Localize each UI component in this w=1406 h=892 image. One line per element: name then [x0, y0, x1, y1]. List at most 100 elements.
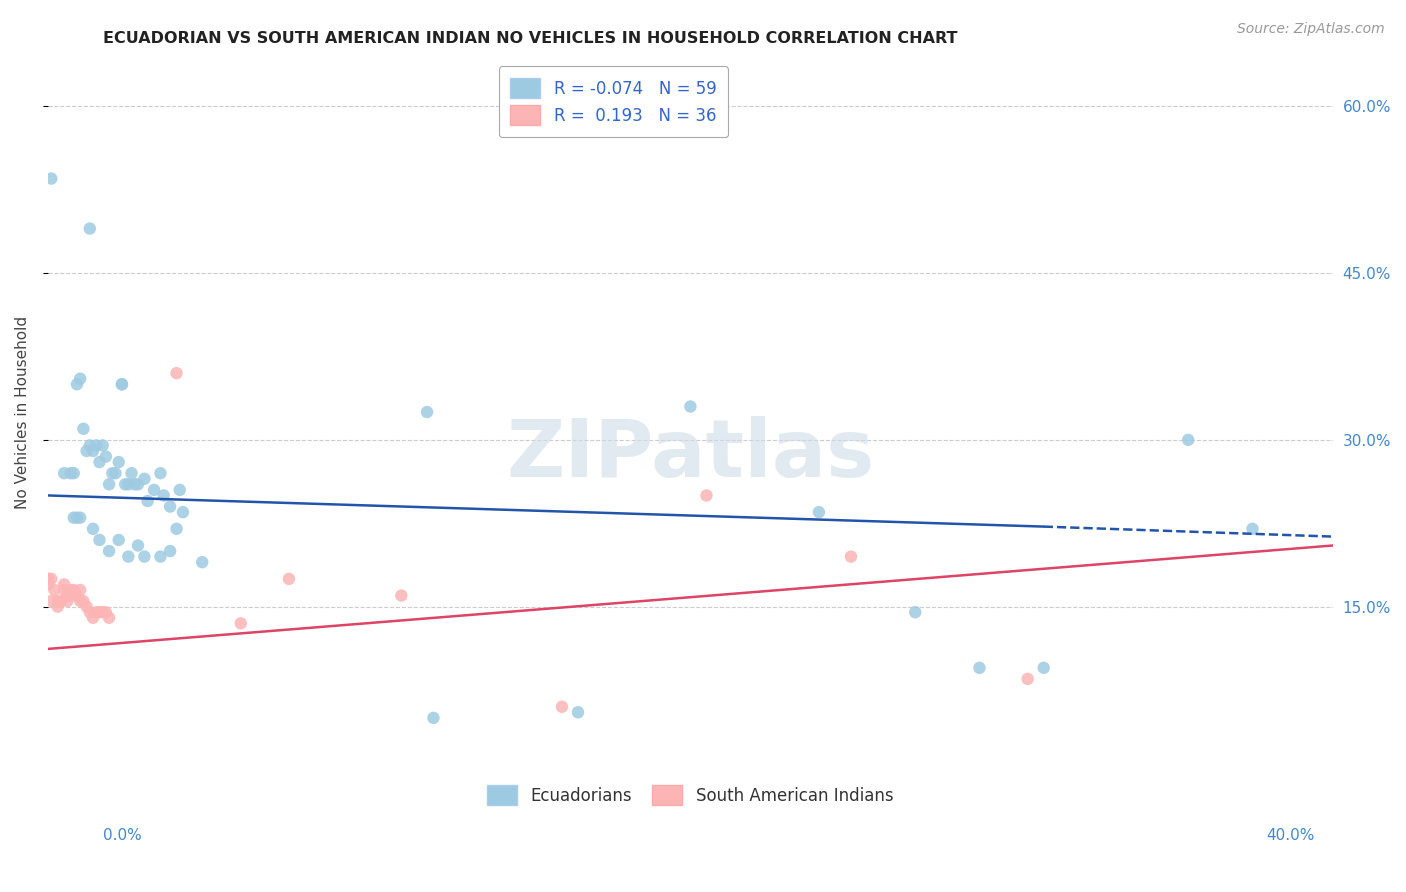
Point	[104, 467, 127, 481]
Point	[111, 377, 134, 392]
Point	[416, 405, 439, 419]
Point	[389, 589, 412, 603]
Point	[904, 605, 927, 619]
Point	[159, 544, 181, 558]
Text: 0.0%: 0.0%	[103, 828, 142, 843]
Point	[169, 483, 191, 497]
Point	[69, 372, 91, 386]
Point	[46, 594, 69, 608]
Point	[152, 488, 174, 502]
Point	[551, 699, 574, 714]
Point	[44, 582, 66, 597]
Point	[59, 467, 82, 481]
Point	[679, 400, 702, 414]
Point	[66, 377, 89, 392]
Point	[98, 544, 121, 558]
Point	[46, 599, 69, 614]
Point	[111, 377, 134, 392]
Point	[1177, 433, 1199, 447]
Point	[53, 582, 76, 597]
Point	[101, 467, 124, 481]
Point	[127, 477, 149, 491]
Point	[89, 605, 111, 619]
Point	[39, 171, 62, 186]
Point	[1032, 661, 1054, 675]
Point	[117, 549, 139, 564]
Point	[143, 483, 166, 497]
Point	[91, 438, 114, 452]
Point	[166, 522, 188, 536]
Point	[91, 605, 114, 619]
Point	[149, 467, 172, 481]
Legend: Ecuadorians, South American Indians: Ecuadorians, South American Indians	[475, 773, 905, 817]
Point	[59, 589, 82, 603]
Text: 40.0%: 40.0%	[1267, 828, 1315, 843]
Point	[79, 221, 101, 235]
Point	[72, 422, 94, 436]
Point	[149, 549, 172, 564]
Point	[98, 477, 121, 491]
Point	[37, 577, 59, 591]
Point	[107, 533, 129, 547]
Point	[89, 455, 111, 469]
Point	[172, 505, 194, 519]
Point	[56, 594, 79, 608]
Point	[166, 366, 188, 380]
Point	[76, 599, 98, 614]
Point	[567, 706, 589, 720]
Point	[89, 533, 111, 547]
Point	[62, 510, 84, 524]
Point	[159, 500, 181, 514]
Point	[134, 472, 156, 486]
Text: ECUADORIAN VS SOUTH AMERICAN INDIAN NO VEHICLES IN HOUSEHOLD CORRELATION CHART: ECUADORIAN VS SOUTH AMERICAN INDIAN NO V…	[103, 31, 957, 46]
Point	[56, 589, 79, 603]
Point	[69, 594, 91, 608]
Point	[114, 477, 136, 491]
Point	[1241, 522, 1264, 536]
Point	[39, 572, 62, 586]
Point	[134, 549, 156, 564]
Point	[59, 582, 82, 597]
Y-axis label: No Vehicles in Household: No Vehicles in Household	[15, 316, 30, 508]
Point	[124, 477, 146, 491]
Point	[229, 616, 252, 631]
Point	[117, 477, 139, 491]
Point	[695, 488, 717, 502]
Point	[49, 594, 72, 608]
Point	[66, 510, 89, 524]
Text: ZIPatlas: ZIPatlas	[506, 417, 875, 494]
Point	[82, 522, 104, 536]
Point	[37, 572, 59, 586]
Point	[82, 444, 104, 458]
Point	[278, 572, 301, 586]
Point	[94, 450, 117, 464]
Point	[53, 467, 76, 481]
Point	[191, 555, 214, 569]
Point	[127, 539, 149, 553]
Point	[107, 455, 129, 469]
Point	[84, 605, 107, 619]
Point	[969, 661, 991, 675]
Point	[136, 494, 159, 508]
Point	[37, 572, 59, 586]
Point	[66, 589, 89, 603]
Point	[39, 594, 62, 608]
Point	[69, 582, 91, 597]
Point	[839, 549, 862, 564]
Point	[62, 467, 84, 481]
Point	[82, 611, 104, 625]
Point	[79, 438, 101, 452]
Text: Source: ZipAtlas.com: Source: ZipAtlas.com	[1237, 22, 1385, 37]
Point	[807, 505, 830, 519]
Point	[62, 582, 84, 597]
Point	[72, 594, 94, 608]
Point	[69, 510, 91, 524]
Point	[79, 605, 101, 619]
Point	[53, 577, 76, 591]
Point	[76, 444, 98, 458]
Point	[1017, 672, 1039, 686]
Point	[98, 611, 121, 625]
Point	[422, 711, 444, 725]
Point	[84, 438, 107, 452]
Point	[121, 467, 143, 481]
